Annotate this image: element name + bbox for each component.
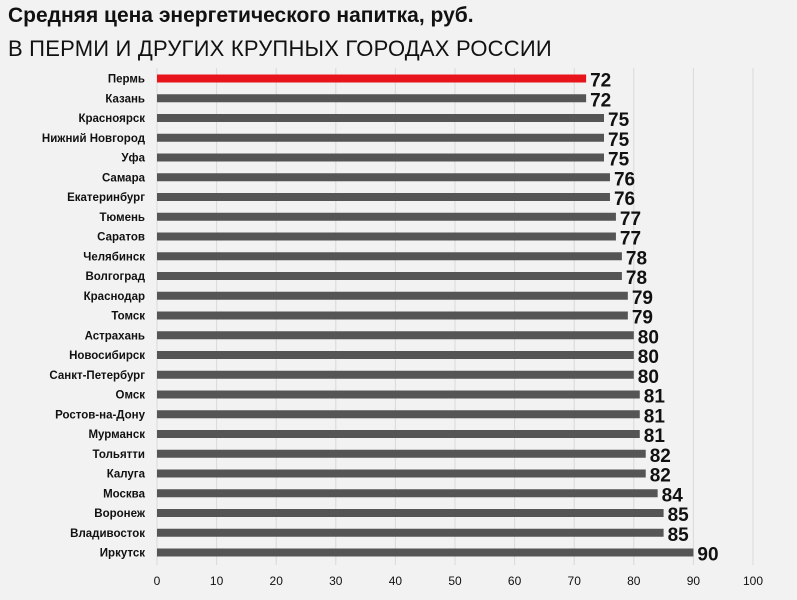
value-label: 79 xyxy=(632,308,653,329)
category-label: Тюмень xyxy=(100,212,145,224)
category-label: Пермь xyxy=(108,74,145,86)
value-label: 81 xyxy=(644,387,666,408)
value-label: 82 xyxy=(650,466,671,487)
value-labels: 7272757575767677777878797980808081818182… xyxy=(590,71,718,566)
value-label: 77 xyxy=(620,209,641,230)
category-label: Воронеж xyxy=(94,508,146,520)
bar xyxy=(157,311,628,320)
bar xyxy=(157,351,634,359)
bar xyxy=(157,153,604,162)
chart-subtitle: В ПЕРМИ И ДРУГИХ КРУПНЫХ ГОРОДАХ РОССИИ xyxy=(8,36,552,61)
value-label: 90 xyxy=(697,545,718,566)
bar xyxy=(157,272,622,280)
bar xyxy=(157,291,628,300)
value-label: 75 xyxy=(608,110,630,131)
category-label: Казань xyxy=(105,93,145,105)
bar xyxy=(157,173,610,182)
category-label: Томск xyxy=(111,311,145,323)
bar xyxy=(157,410,640,419)
value-label: 85 xyxy=(668,525,690,546)
category-label: Красноярск xyxy=(78,113,145,125)
bar xyxy=(157,548,694,557)
bar xyxy=(157,528,664,537)
value-label: 76 xyxy=(614,189,635,210)
bar xyxy=(157,390,640,399)
value-label: 72 xyxy=(590,71,611,92)
x-tick-label: 80 xyxy=(627,574,641,588)
category-label: Уфа xyxy=(121,153,145,165)
category-label: Тольятти xyxy=(93,449,145,461)
x-tick-label: 40 xyxy=(389,574,403,588)
bar xyxy=(157,212,616,221)
x-tick-label: 10 xyxy=(210,574,224,588)
category-label: Москва xyxy=(103,488,146,500)
category-label: Екатеринбург xyxy=(67,192,145,204)
category-label: Ростов-на-Дону xyxy=(55,409,146,421)
value-label: 77 xyxy=(620,229,641,250)
x-axis-ticks: 0 10 20 30 40 50 60 70 80 90 100 xyxy=(154,574,764,588)
x-tick-label: 50 xyxy=(448,574,462,588)
category-label: Челябинск xyxy=(83,251,145,263)
x-tick-label: 20 xyxy=(270,574,284,588)
bar xyxy=(157,232,616,241)
category-labels: Пермь Казань Красноярск Нижний Новгород Уфа С… xyxy=(42,74,146,560)
x-tick-label: 100 xyxy=(743,574,763,588)
category-label: Саратов xyxy=(97,232,145,244)
bar xyxy=(157,252,622,261)
bar xyxy=(157,430,640,438)
value-label: 81 xyxy=(644,426,666,447)
bar xyxy=(157,74,587,83)
bar xyxy=(157,449,646,458)
value-label: 78 xyxy=(626,268,647,289)
bars xyxy=(157,74,694,557)
category-label: Мурманск xyxy=(88,429,145,441)
category-label: Владивосток xyxy=(70,528,145,540)
value-label: 85 xyxy=(668,505,690,526)
bar xyxy=(157,489,658,498)
category-label: Омск xyxy=(116,390,146,402)
x-tick-label: 60 xyxy=(508,574,522,588)
value-label: 80 xyxy=(638,327,659,348)
bar xyxy=(157,193,610,201)
bar xyxy=(157,509,664,517)
bar xyxy=(157,469,646,478)
category-label: Астрахань xyxy=(85,330,145,342)
bar xyxy=(157,94,587,103)
value-label: 76 xyxy=(614,169,635,190)
category-label: Иркутск xyxy=(100,548,145,560)
x-tick-label: 90 xyxy=(687,574,701,588)
value-label: 82 xyxy=(650,446,671,467)
value-label: 79 xyxy=(632,288,653,309)
x-tick-label: 0 xyxy=(154,574,161,588)
value-label: 81 xyxy=(644,406,666,427)
chart-title: Средняя цена энергетического напитка, ру… xyxy=(8,4,474,27)
category-label: Волгоград xyxy=(85,271,145,283)
category-label: Калуга xyxy=(107,469,146,481)
bar xyxy=(157,133,604,142)
bar xyxy=(157,331,634,340)
category-label: Самара xyxy=(102,172,146,184)
bar xyxy=(157,114,604,122)
category-label: Новосибирск xyxy=(69,350,145,362)
value-label: 80 xyxy=(638,347,659,368)
value-label: 78 xyxy=(626,248,647,269)
bar xyxy=(157,370,634,379)
value-label: 75 xyxy=(608,150,630,171)
category-label: Нижний Новгород xyxy=(42,133,146,145)
value-label: 80 xyxy=(638,367,659,388)
value-label: 75 xyxy=(608,130,630,151)
x-tick-label: 30 xyxy=(329,574,343,588)
x-tick-label: 70 xyxy=(568,574,582,588)
category-label: Краснодар xyxy=(84,291,145,303)
value-label: 72 xyxy=(590,90,611,111)
value-label: 84 xyxy=(662,485,684,506)
category-label: Санкт-Петербург xyxy=(49,370,145,382)
